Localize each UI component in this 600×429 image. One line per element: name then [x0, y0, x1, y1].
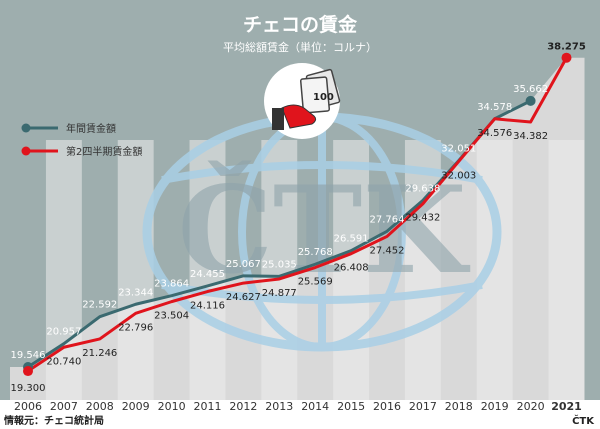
data-label-annual: 29.638	[405, 183, 440, 194]
data-label-q2: 22.796	[118, 322, 153, 333]
data-label-q2: 20.740	[46, 356, 81, 367]
data-label-q2: 24.877	[262, 288, 297, 299]
svg-text:100: 100	[313, 92, 334, 103]
legend-item-q2: 第2四半期賃金額	[21, 145, 142, 158]
data-label-q2: 29.432	[405, 213, 440, 224]
x-tick-label: 2017	[409, 400, 437, 413]
legend-label-q2: 第2四半期賃金額	[66, 145, 142, 158]
source-note: 情報元：チェコ統計局	[4, 414, 104, 427]
wage-money-icon: 100	[264, 63, 341, 139]
x-tick-label: 2021	[551, 400, 582, 413]
data-label-q2: 34.576	[477, 128, 512, 139]
data-label-annual: 25.067	[226, 259, 261, 270]
data-label-q2: 26.408	[334, 263, 369, 274]
data-label-annual: 23.864	[154, 279, 189, 290]
x-tick-label: 2012	[229, 400, 257, 413]
series-points	[23, 52, 572, 377]
x-tick-label: 2008	[86, 400, 114, 413]
x-tick-label: 2011	[194, 400, 222, 413]
x-axis-ticks: 2006 2007 2008 2009 2010 2011 2012 2013 2014 2015…	[14, 400, 582, 413]
year-band	[333, 140, 370, 400]
x-tick-label: 2006	[14, 400, 42, 413]
data-label-q2: 24.627	[226, 292, 261, 303]
year-band	[548, 140, 585, 400]
data-label-annual: 20.957	[46, 327, 81, 338]
legend-item-annual: 年間賃金額	[21, 122, 116, 135]
data-label-annual: 34.578	[477, 102, 512, 113]
credit: ČTK	[572, 414, 595, 427]
year-band	[404, 140, 441, 400]
watermark-text: ČTK	[177, 160, 470, 301]
data-label-annual: 23.344	[118, 287, 153, 298]
legend-label-annual: 年間賃金額	[66, 122, 116, 135]
x-tick-label: 2015	[337, 400, 365, 413]
x-tick-label: 2010	[158, 400, 186, 413]
point-annual	[525, 95, 536, 106]
x-tick-label: 2020	[517, 400, 545, 413]
chart-subtitle: 平均総額賃金（単位：コルナ）	[223, 40, 377, 54]
data-label-q2: 38.275	[547, 42, 586, 53]
ctk-watermark: ČTK	[142, 112, 502, 352]
data-label-annual: 35.662	[513, 84, 548, 95]
data-label-annual: 27.764	[370, 214, 405, 225]
data-label-annual: 24.455	[190, 269, 225, 280]
data-label-annual: 26.591	[334, 234, 369, 245]
data-label-q2: 19.300	[11, 383, 46, 394]
data-label-annual: 32.051	[441, 143, 476, 154]
legend: 年間賃金額 第2四半期賃金額	[21, 122, 142, 158]
x-tick-label: 2014	[301, 400, 329, 413]
data-labels: 19.54620.95722.59223.34423.86424.45525.0…	[11, 42, 586, 394]
data-label-annual: 25.035	[262, 259, 297, 270]
point-q2	[23, 366, 33, 377]
point-q2	[561, 52, 572, 63]
chart-title: チェコの賃金	[243, 13, 358, 36]
data-label-annual: 25.768	[298, 247, 333, 258]
year-band	[189, 140, 226, 400]
x-tick-label: 2007	[50, 400, 78, 413]
data-label-q2: 34.382	[513, 131, 548, 142]
data-label-q2: 24.116	[190, 301, 225, 312]
data-label-annual: 22.592	[82, 300, 117, 311]
year-band	[117, 140, 154, 400]
year-band	[261, 140, 298, 400]
data-label-q2: 23.504	[154, 311, 189, 322]
data-label-annual: 19.546	[11, 350, 46, 361]
data-label-q2: 32.003	[441, 170, 476, 181]
x-tick-label: 2013	[265, 400, 293, 413]
x-tick-label: 2016	[373, 400, 401, 413]
x-tick-label: 2019	[481, 400, 509, 413]
series-q2-line	[27, 56, 568, 373]
data-label-q2: 25.569	[298, 277, 333, 288]
data-label-q2: 27.452	[370, 245, 405, 256]
x-tick-label: 2018	[445, 400, 473, 413]
x-tick-label: 2009	[122, 400, 150, 413]
data-label-q2: 21.246	[82, 348, 117, 359]
